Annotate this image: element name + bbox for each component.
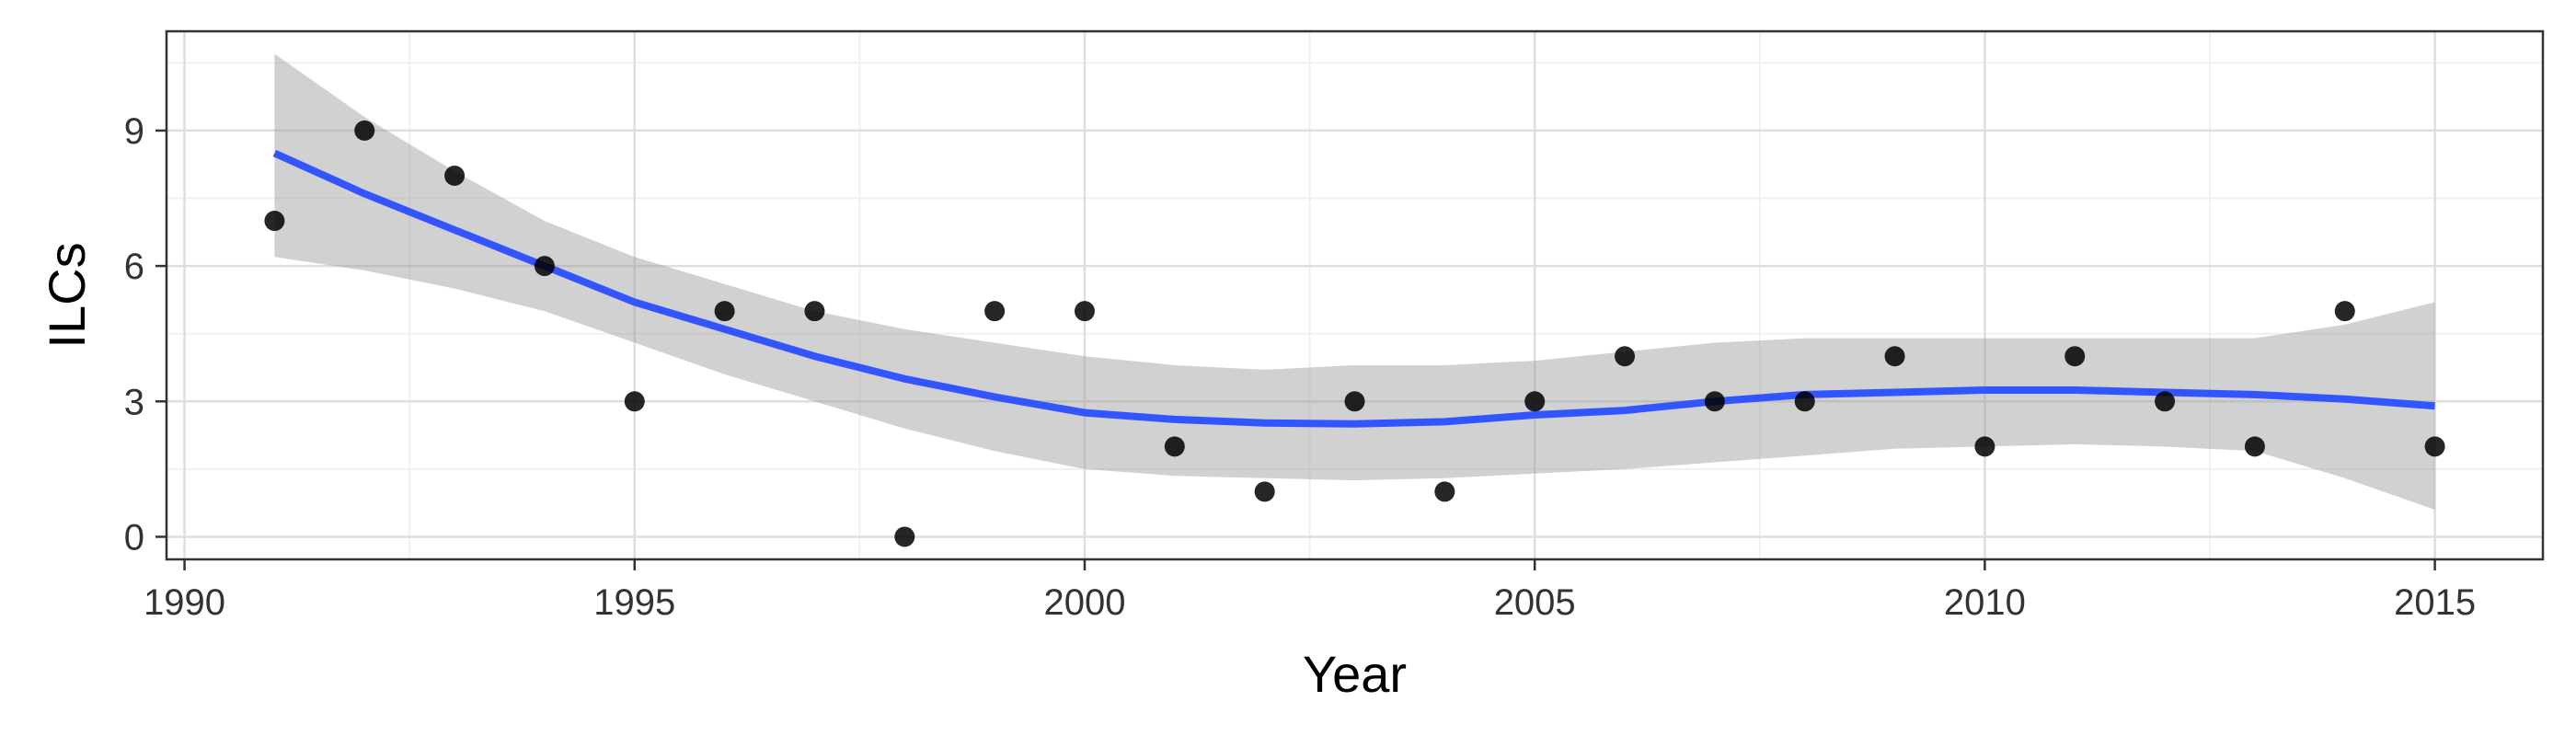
- data-point: [1615, 346, 1636, 367]
- data-point: [1524, 391, 1546, 412]
- x-tick-label: 2015: [2394, 582, 2476, 623]
- data-point: [1164, 436, 1185, 457]
- data-point: [2155, 391, 2176, 412]
- plot-panel: [167, 31, 2543, 559]
- y-axis-ticks: 0 3 6 9: [124, 111, 167, 558]
- data-point: [1704, 391, 1725, 412]
- data-point: [1974, 436, 1995, 457]
- y-tick-label: 3: [124, 382, 144, 422]
- data-point: [1884, 346, 1905, 367]
- minor-gridlines: [167, 31, 2543, 559]
- data-point: [894, 526, 915, 547]
- data-point: [714, 301, 735, 322]
- y-tick-label: 6: [124, 247, 144, 287]
- y-tick-label: 9: [124, 111, 144, 152]
- data-point: [2244, 436, 2265, 457]
- data-point: [1254, 481, 1275, 502]
- smooth-trend-line: [272, 149, 2435, 428]
- data-point: [534, 256, 555, 277]
- x-tick-label: 2005: [1494, 582, 1576, 623]
- y-tick-label: 0: [124, 517, 144, 558]
- x-tick-label: 2000: [1043, 582, 1125, 623]
- data-points: [264, 120, 2445, 547]
- x-tick-label: 1990: [144, 582, 225, 623]
- x-axis-title: Year: [1303, 645, 1407, 703]
- data-point: [1344, 391, 1365, 412]
- data-point: [354, 120, 375, 141]
- data-point: [1434, 481, 1455, 502]
- data-point: [1794, 391, 1815, 412]
- data-point: [2424, 436, 2445, 457]
- x-axis-ticks: 1990 1995 2000 2005 2010 2015: [144, 559, 2476, 623]
- data-point: [984, 301, 1006, 322]
- major-gridlines: [167, 31, 2543, 559]
- panel-border: [165, 29, 2545, 561]
- data-point: [444, 165, 466, 186]
- y-axis-title: ILCs: [38, 242, 96, 348]
- data-point: [804, 301, 825, 322]
- data-point: [2064, 346, 2086, 367]
- data-point: [1074, 301, 1095, 322]
- data-point: [2334, 301, 2355, 322]
- x-tick-label: 1995: [593, 582, 675, 623]
- data-point: [264, 211, 285, 232]
- data-point: [624, 391, 645, 412]
- x-tick-label: 2010: [1944, 582, 2026, 623]
